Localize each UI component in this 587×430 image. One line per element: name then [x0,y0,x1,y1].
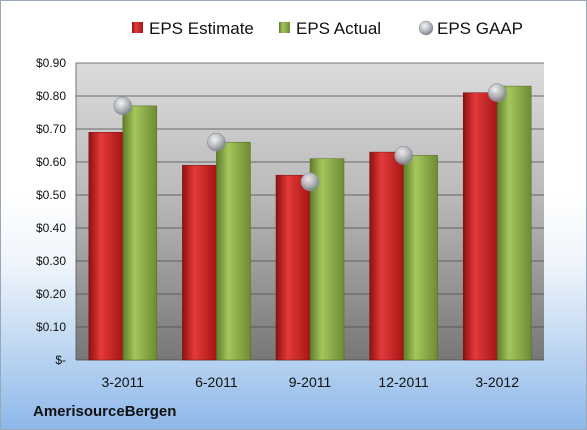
bars [88,85,532,361]
x-axis-ticks: 3-2011 6-2011 9-2011 12-2011 3-2012 [102,374,520,390]
bar-eps-estimate [462,92,498,361]
legend-swatch [279,22,290,33]
marker-eps-gaap [207,132,226,152]
y-tick-label: $0.40 [36,221,66,235]
y-tick-label: $0.50 [36,188,66,202]
legend-label: EPS GAAP [437,19,523,38]
legend: EPS Estimate EPS Actual EPS GAAP [132,19,523,38]
legend-swatch [418,20,434,36]
y-tick-label: $0.70 [36,122,66,136]
bar-eps-actual [309,158,345,361]
y-tick-label: $0.20 [36,287,66,301]
bar-eps-estimate [88,132,124,361]
bar-eps-estimate [369,151,404,361]
bar-eps-actual [403,155,438,361]
y-tick-label: $0.80 [36,89,66,103]
company-name: AmerisourceBergen [33,403,177,420]
y-tick-label: $0.90 [36,56,66,70]
legend-label: EPS Estimate [149,19,254,38]
marker-eps-gaap [487,83,507,102]
bar-eps-estimate [182,165,217,361]
bar-eps-actual [496,85,532,361]
bar-eps-actual [216,141,251,361]
y-tick-label: $0.10 [36,320,66,334]
legend-label: EPS Actual [296,19,381,38]
marker-eps-gaap [113,96,133,116]
marker-eps-gaap [394,146,413,165]
gaap-markers [113,83,507,192]
x-tick-label: 3-2012 [475,374,519,390]
legend-swatch [132,22,143,33]
x-tick-label: 12-2011 [378,374,429,390]
marker-eps-gaap [300,172,320,192]
bar-eps-actual [122,105,158,361]
y-tick-label: $0.30 [36,254,66,268]
x-tick-label: 9-2011 [289,374,332,390]
y-tick-label: $- [55,353,66,367]
bar-eps-estimate [275,174,311,361]
y-axis-ticks: $- $0.10 $0.20 $0.30 $0.40 $0.50 $0.60 $0.70 $0.… [36,56,66,367]
x-tick-label: 3-2011 [102,374,145,390]
y-tick-label: $0.60 [36,155,66,169]
x-tick-label: 6-2011 [195,374,238,390]
